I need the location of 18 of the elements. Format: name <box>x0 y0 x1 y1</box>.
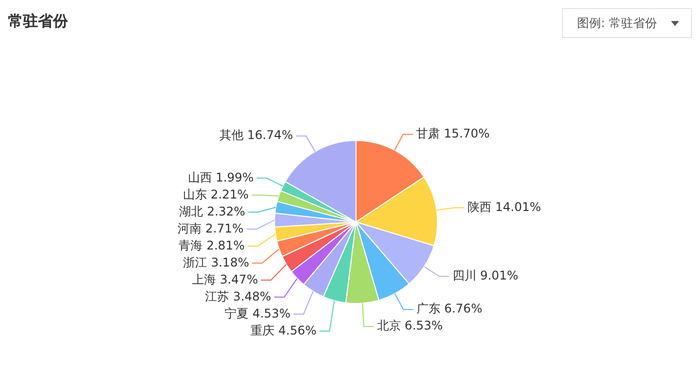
slice-label: 甘肃 15.70% <box>416 126 490 140</box>
text: 常驻省份 <box>8 12 68 31</box>
slice-label: 宁夏 4.53% <box>224 306 291 320</box>
slice-label: 河南 2.71% <box>178 221 244 236</box>
slice-label: 江苏 3.48% <box>205 289 272 304</box>
slice-label: 浙江 3.18% <box>183 255 250 270</box>
text: 图例: 常驻省份 <box>577 14 657 32</box>
slice-label: 湖北 2.32% <box>179 204 246 218</box>
slice-label: 上海 3.47% <box>192 272 258 286</box>
slice-label: 山东 2.21% <box>182 187 249 202</box>
slice-label: 北京 6.53% <box>376 318 443 333</box>
slice-label: 广东 6.76% <box>416 302 482 316</box>
slice-label: 陕西 14.01% <box>467 200 542 214</box>
slice-label: 四川 9.01% <box>452 268 518 283</box>
slice-label: 其他 16.74% <box>219 128 294 142</box>
slice-label: 重庆 4.56% <box>250 323 317 338</box>
slice-label: 青海 2.81% <box>178 238 245 252</box>
slice-label: 山西 1.99% <box>188 170 254 184</box>
